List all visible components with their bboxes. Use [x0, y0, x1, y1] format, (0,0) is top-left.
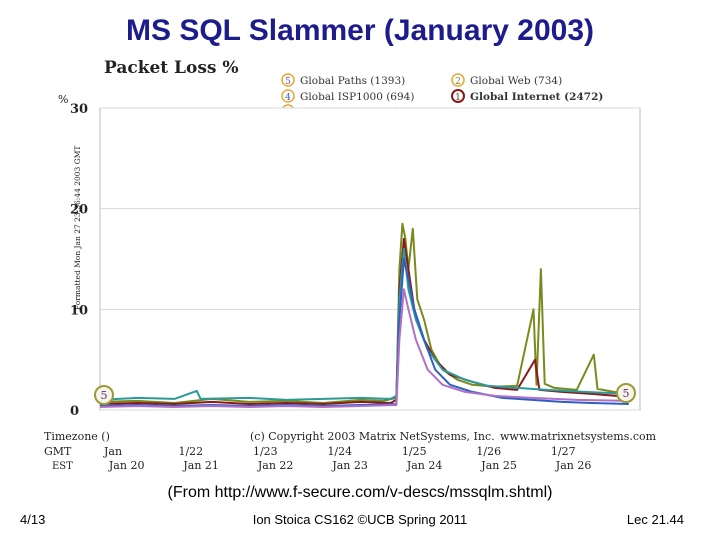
- website-text: www.matrixnetsystems.com: [500, 430, 657, 443]
- y-axis-label: %: [58, 93, 68, 106]
- series-lines: [99, 222, 629, 408]
- legend-label: Global Internet (2472): [470, 91, 603, 103]
- gmt-tick-label: 1/22: [178, 445, 203, 458]
- legend-label: Global Web (734): [470, 75, 562, 87]
- gmt-tick-label: Jan: [103, 445, 122, 458]
- series-line-5: [99, 288, 629, 408]
- legend-number: 5: [285, 77, 291, 87]
- legend-marker-5: [281, 73, 295, 87]
- series-line-1: [99, 222, 629, 404]
- gmt-tick-label: 1/24: [327, 445, 352, 458]
- est-label: EST: [52, 461, 73, 472]
- y-tick-label: 0: [70, 404, 79, 419]
- start-marker-circle: [94, 385, 114, 405]
- footer-date: 4/13: [20, 512, 46, 527]
- gmt-tick-label: 1/26: [476, 445, 501, 458]
- x-axis-ticks: Jan 1/22 1/23 1/24 1/25 1/26 1/27 Jan 20 Jan 21 J…: [103, 445, 591, 472]
- timezone-label: Timezone (): [44, 430, 110, 443]
- legend-marker-4: [281, 89, 295, 103]
- start-marker: 5: [101, 389, 108, 402]
- copyright-text: (c) Copyright 2003 Matrix NetSystems, In…: [250, 430, 495, 443]
- y-tick-label: 30: [70, 102, 88, 117]
- gmt-label: GMT: [44, 445, 72, 458]
- footer-lecture: Lec 21.44: [626, 512, 684, 527]
- series-line-3: [99, 247, 629, 401]
- end-marker: 5: [623, 387, 630, 400]
- gmt-tick-label: 1/23: [253, 445, 278, 458]
- gmt-tick-label: 1/27: [551, 445, 576, 458]
- series-line-2: [99, 237, 629, 405]
- legend-number: 1: [455, 93, 461, 103]
- end-marker-circle: [616, 383, 636, 403]
- legend-marker-1: [451, 89, 465, 103]
- est-tick-label: Jan 25: [480, 459, 517, 472]
- packet-loss-chart: Packet Loss % % Formatted Mon Jan 27 23:…: [44, 58, 657, 472]
- gmt-tick-label: 1/25: [402, 445, 427, 458]
- legend-number: 2: [455, 77, 461, 87]
- footer-course: Ion Stoica CS162 ©UCB Spring 2011: [252, 512, 468, 527]
- formatted-date-label: Formatted Mon Jan 27 23:36:44 2003 GMT: [73, 146, 82, 310]
- slide-title: MS SQL Slammer (January 2003): [126, 14, 594, 47]
- y-axis-ticks: 0 10 20 30: [70, 102, 88, 419]
- est-tick-label: Jan 26: [555, 459, 592, 472]
- legend-label: Global Paths (1393): [300, 75, 405, 87]
- y-tick-label: 10: [70, 303, 88, 318]
- est-tick-label: Jan 21: [182, 459, 219, 472]
- plot-area: [99, 107, 641, 411]
- est-tick-label: Jan 24: [406, 459, 443, 472]
- grid-lines: [100, 107, 640, 411]
- source-caption: (From http://www.f-secure.com/v-descs/ms…: [167, 484, 553, 501]
- y-tick-label: 20: [70, 203, 88, 218]
- legend-marker-2: [451, 73, 465, 87]
- legend-label: Global ISP1000 (694): [300, 91, 414, 103]
- legend-number: 4: [285, 93, 291, 103]
- chart-title: Packet Loss %: [104, 58, 239, 78]
- est-tick-label: Jan 23: [331, 459, 368, 472]
- est-tick-label: Jan 20: [108, 459, 145, 472]
- est-tick-label: Jan 22: [257, 459, 294, 472]
